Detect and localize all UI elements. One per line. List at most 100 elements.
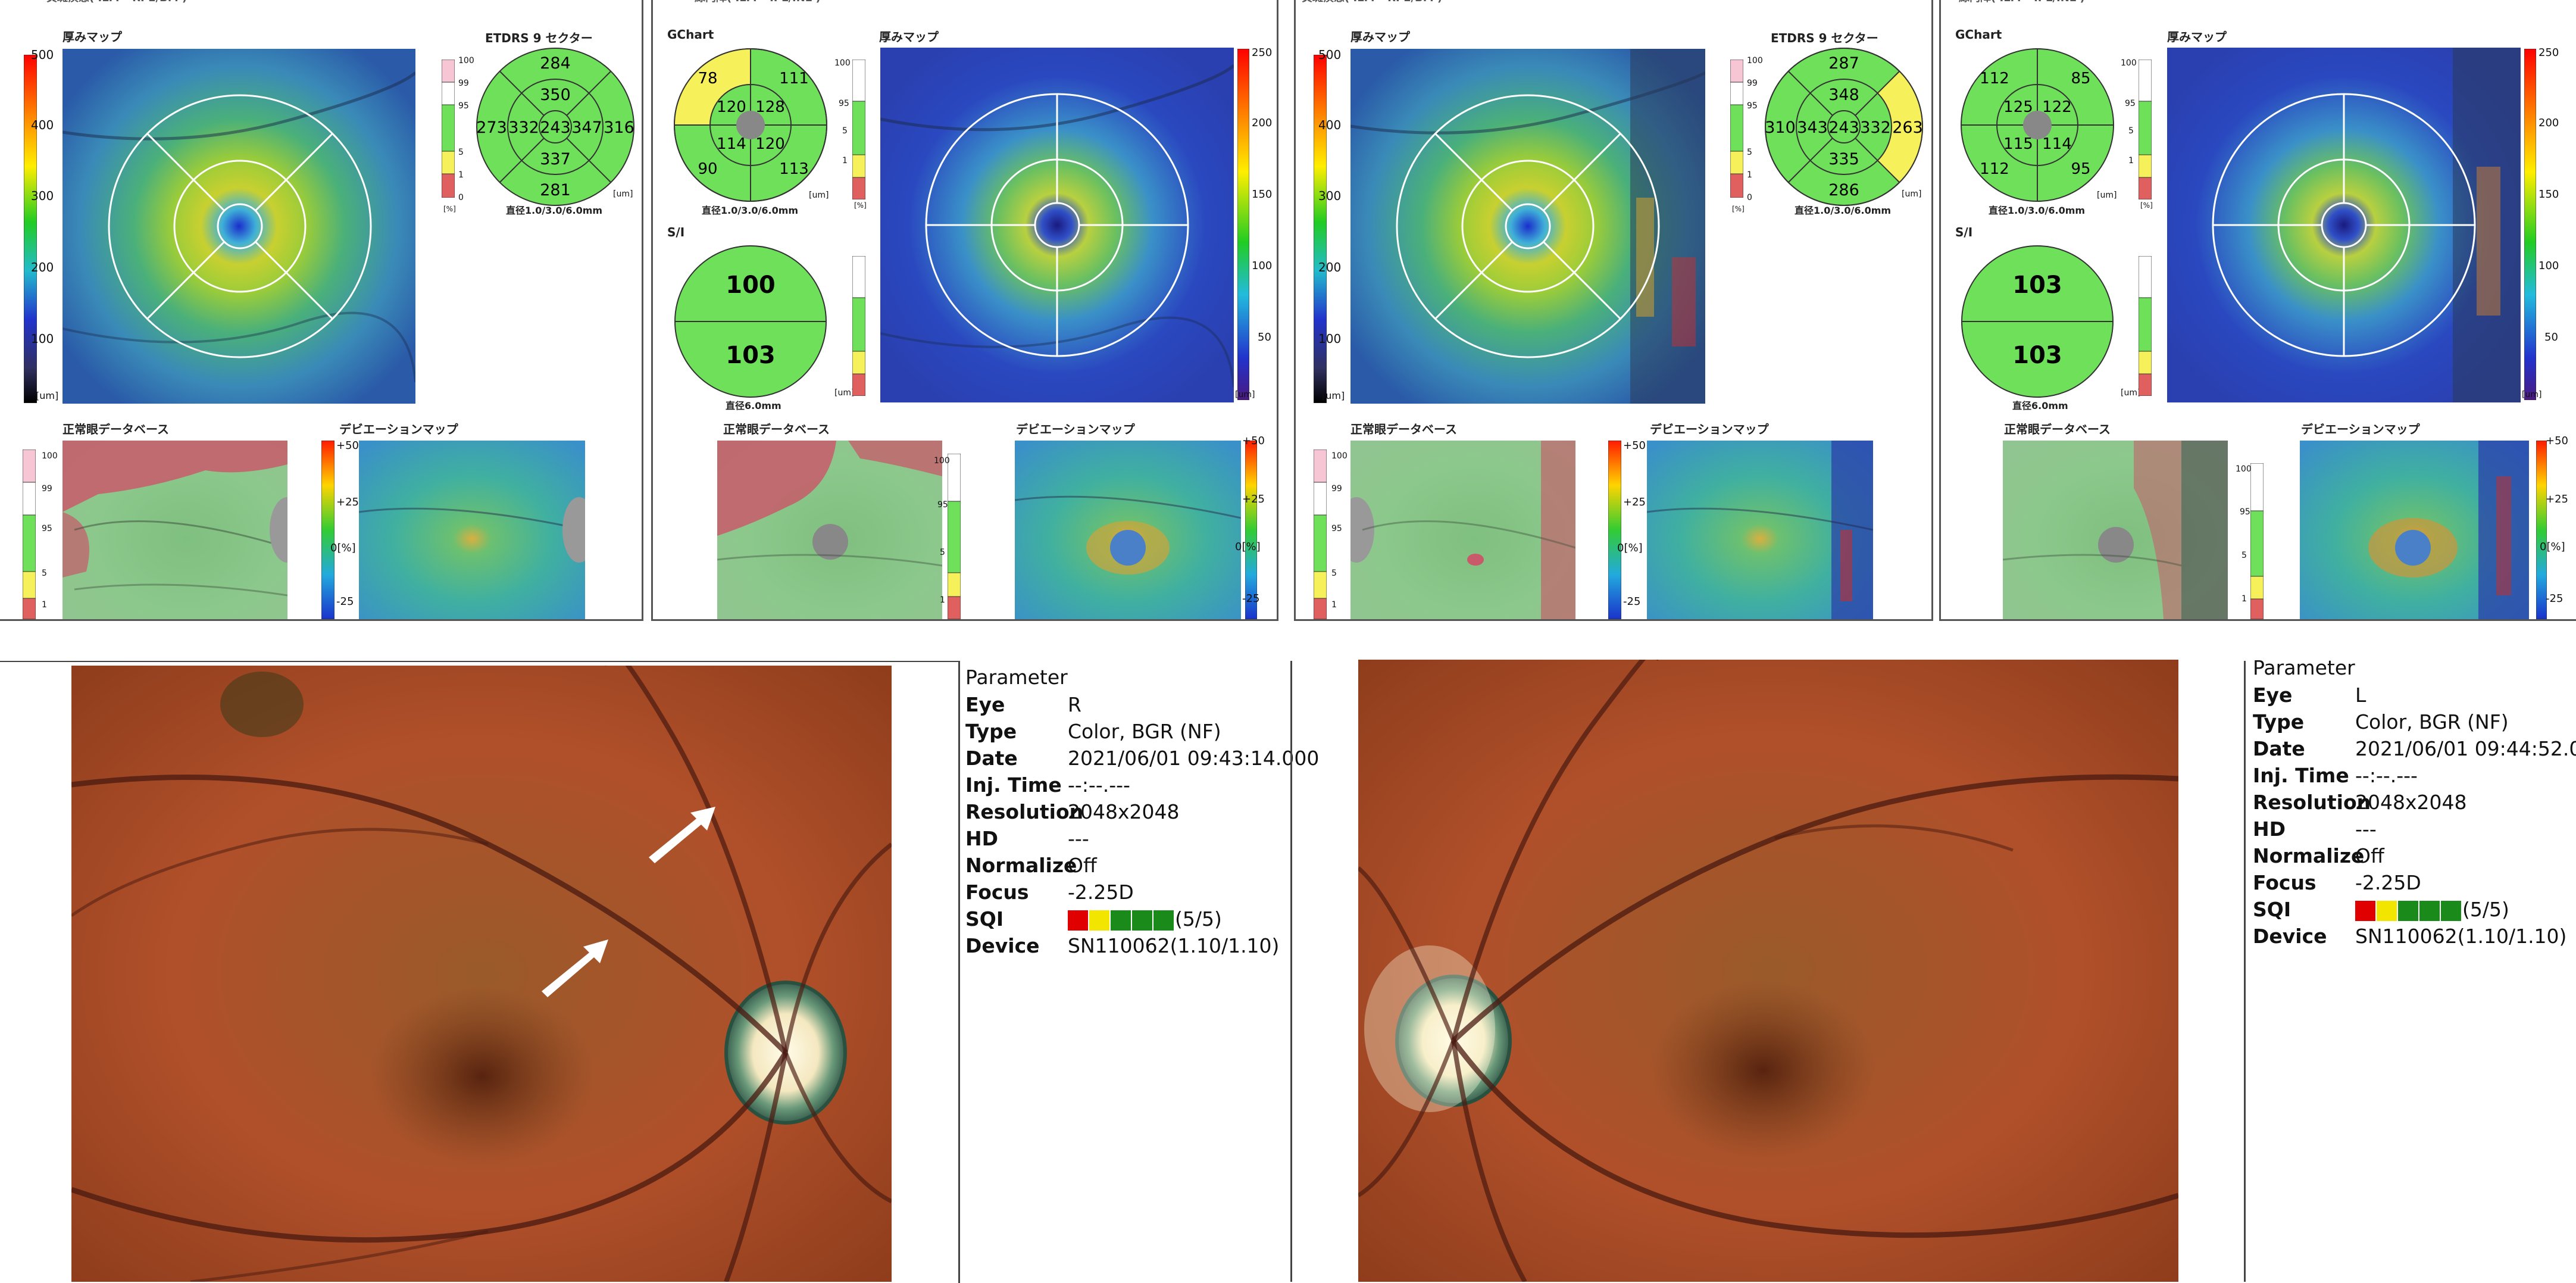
gchart[interactable]: 112 85 125 122 115 114 112 95: [1959, 48, 2116, 202]
thickness-map[interactable]: [880, 48, 1234, 402]
param-value: SN110062(1.10/1.10): [1068, 934, 1280, 957]
scale-tick: 400: [31, 118, 54, 132]
param-key: Normalize: [965, 854, 1077, 877]
deviation-map[interactable]: [1015, 441, 1241, 619]
parameter-panel-left: Parameter Eye L Type Color, BGR (NF) Date 2…: [2253, 656, 2576, 954]
param-value: ---: [1068, 827, 1089, 850]
sqi-box: [2377, 900, 2397, 921]
panel-header-title: 黄斑疾患( ILM – RPE/BM ): [1302, 0, 1442, 5]
gchart[interactable]: 78 111 120 128 114 120 90 113: [672, 48, 829, 202]
thickness-map-label: 厚みマップ: [62, 30, 122, 44]
deviation-tick: +25: [2546, 493, 2568, 505]
legend-tick: 1: [940, 595, 945, 605]
legend-tick: 5: [842, 126, 848, 136]
param-value: 2021/06/01 09:43:14.000: [1068, 747, 1320, 770]
legend-tick: 5: [940, 548, 945, 557]
legend-tick: 95: [42, 524, 52, 533]
param-value: 2021/06/01 09:44:52.000: [2355, 737, 2576, 760]
sqi-box: [2441, 900, 2461, 921]
param-key: Resolution: [965, 800, 1084, 823]
gchart-top-right: 85: [2071, 70, 2090, 88]
gchart-bottom-left: 90: [698, 160, 717, 178]
sqi-box: [1089, 910, 1109, 931]
si-chart[interactable]: 100 103: [673, 244, 828, 399]
etdrs-center: 243: [540, 118, 571, 137]
legend-tick: 95: [1747, 101, 1758, 111]
normal-db-map[interactable]: [62, 441, 287, 619]
si-legend: [2139, 256, 2152, 396]
fundus-image-right[interactable]: [71, 666, 892, 1282]
si-unit: [um]: [2121, 388, 2141, 398]
normal-db-legend: [948, 454, 961, 619]
gchart-low-right: 120: [755, 135, 785, 153]
thickness-map[interactable]: [62, 49, 415, 404]
legend-tick: 100: [834, 58, 851, 68]
thickness-colorbar: [1314, 55, 1327, 403]
param-value: --:--.---: [2355, 764, 2418, 787]
scale-tick: 300: [31, 189, 54, 203]
panel-r-inner: 緑内障( ILM – IPL/INL ) GChart 78 111 120 1…: [651, 0, 1278, 621]
scale-tick: 100: [1252, 260, 1273, 272]
etdrs-outer-bottom: 286: [1828, 181, 1859, 199]
normal-db-map[interactable]: [1350, 441, 1575, 619]
fundus-image-left[interactable]: [1358, 660, 2178, 1282]
etdrs-chart[interactable]: 243 350 337 332 347 284 281 273 316: [475, 46, 636, 207]
deviation-tick: +50: [2546, 435, 2568, 447]
etdrs-chart[interactable]: 243 348 335 343 332 287 286 310 263: [1764, 46, 1924, 207]
param-value: L: [2355, 683, 2366, 707]
panel-header-title: 緑内障( ILM – IPL/INL ): [1959, 0, 2085, 5]
normal-db-label: 正常眼データベース: [2004, 422, 2111, 436]
deviation-colorbar: [321, 441, 334, 619]
legend-tick: 100: [42, 451, 58, 461]
legend-unit: [%]: [443, 205, 456, 213]
param-key: HD: [2253, 817, 2286, 841]
deviation-tick: -25: [1623, 595, 1641, 608]
param-value: R: [1068, 693, 1081, 716]
param-value: Off: [2355, 844, 2384, 867]
divider-vertical: [1290, 661, 1292, 1282]
legend-tick: 1: [42, 600, 47, 610]
param-value: -2.25D: [1068, 881, 1134, 904]
scale-unit: [um]: [1235, 390, 1255, 399]
param-key: Eye: [2253, 683, 2293, 707]
deviation-map[interactable]: [1647, 441, 1873, 619]
normal-db-legend: [1314, 449, 1327, 619]
etdrs-label: ETDRS 9 セクター: [485, 31, 593, 45]
si-caption: 直径6.0mm: [726, 400, 781, 411]
deviation-map[interactable]: [2300, 441, 2529, 619]
scale-tick: 150: [1252, 188, 1273, 201]
deviation-tick: +50: [336, 439, 359, 452]
etdrs-outer-top: 284: [540, 54, 571, 73]
etdrs-outer-left: 273: [476, 118, 507, 137]
gchart-mid-left: 125: [2003, 98, 2033, 116]
si-chart[interactable]: 103 103: [1960, 244, 2115, 399]
panel-header-title: 黄斑疾患( ILM – RPE/BM ): [46, 0, 187, 5]
legend-tick: 5: [42, 569, 47, 578]
sqi-indicator: (5/5): [1068, 907, 1222, 931]
legend-tick: 99: [1747, 79, 1758, 88]
scale-tick: 500: [31, 48, 54, 62]
normal-db-map[interactable]: [717, 441, 942, 619]
etdrs-inner-left: 332: [508, 118, 539, 137]
si-caption: 直径6.0mm: [2012, 400, 2068, 411]
etdrs-inner-right: 347: [571, 118, 602, 137]
thickness-map[interactable]: [1350, 49, 1705, 404]
parameter-title: Parameter: [965, 666, 1068, 689]
normal-db-map[interactable]: [2003, 441, 2228, 619]
scale-tick: 100: [31, 332, 54, 346]
scale-unit: [um]: [36, 390, 59, 401]
param-value: 2048x2048: [1068, 800, 1180, 823]
param-key: SQI: [965, 907, 1004, 931]
legend-unit: [%]: [1732, 205, 1745, 213]
param-key: Type: [965, 720, 1017, 743]
thickness-map-label: 厚みマップ: [1350, 30, 1410, 44]
deviation-tick: -25: [2546, 592, 2564, 605]
etdrs-outer-bottom: 281: [540, 181, 571, 199]
param-value: ---: [2355, 817, 2377, 841]
gchart-top-left: 78: [698, 70, 717, 88]
legend-tick: 100: [1747, 56, 1763, 65]
thickness-map[interactable]: [2167, 48, 2521, 402]
arrow-annotation-icon: [542, 939, 608, 997]
legend-tick: 95: [458, 101, 469, 111]
deviation-map[interactable]: [359, 441, 585, 619]
